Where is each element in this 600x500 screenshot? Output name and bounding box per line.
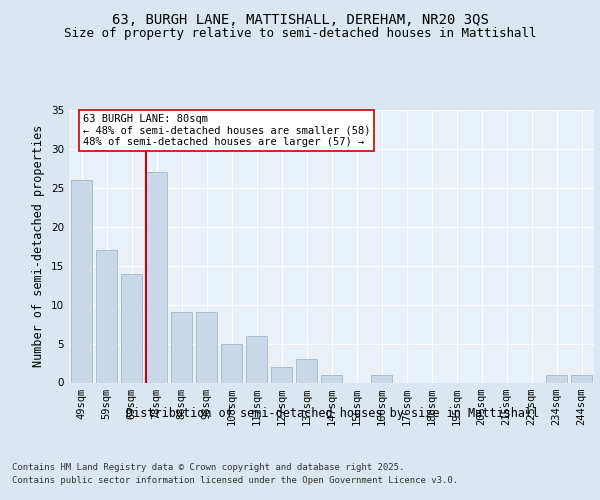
Bar — [71, 180, 92, 382]
Text: 63 BURGH LANE: 80sqm
← 48% of semi-detached houses are smaller (58)
48% of semi-: 63 BURGH LANE: 80sqm ← 48% of semi-detac… — [83, 114, 370, 147]
Bar — [171, 312, 192, 382]
Bar — [96, 250, 117, 382]
Text: Contains public sector information licensed under the Open Government Licence v3: Contains public sector information licen… — [12, 476, 458, 485]
Bar — [221, 344, 242, 382]
Text: Distribution of semi-detached houses by size in Mattishall: Distribution of semi-detached houses by … — [127, 408, 539, 420]
Y-axis label: Number of semi-detached properties: Number of semi-detached properties — [32, 125, 46, 368]
Text: 63, BURGH LANE, MATTISHALL, DEREHAM, NR20 3QS: 63, BURGH LANE, MATTISHALL, DEREHAM, NR2… — [112, 12, 488, 26]
Bar — [546, 374, 567, 382]
Text: Contains HM Land Registry data © Crown copyright and database right 2025.: Contains HM Land Registry data © Crown c… — [12, 462, 404, 471]
Text: Size of property relative to semi-detached houses in Mattishall: Size of property relative to semi-detach… — [64, 28, 536, 40]
Bar — [146, 172, 167, 382]
Bar — [121, 274, 142, 382]
Bar — [571, 374, 592, 382]
Bar — [371, 374, 392, 382]
Bar — [246, 336, 267, 382]
Bar — [196, 312, 217, 382]
Bar — [271, 367, 292, 382]
Bar — [296, 359, 317, 382]
Bar — [321, 374, 342, 382]
